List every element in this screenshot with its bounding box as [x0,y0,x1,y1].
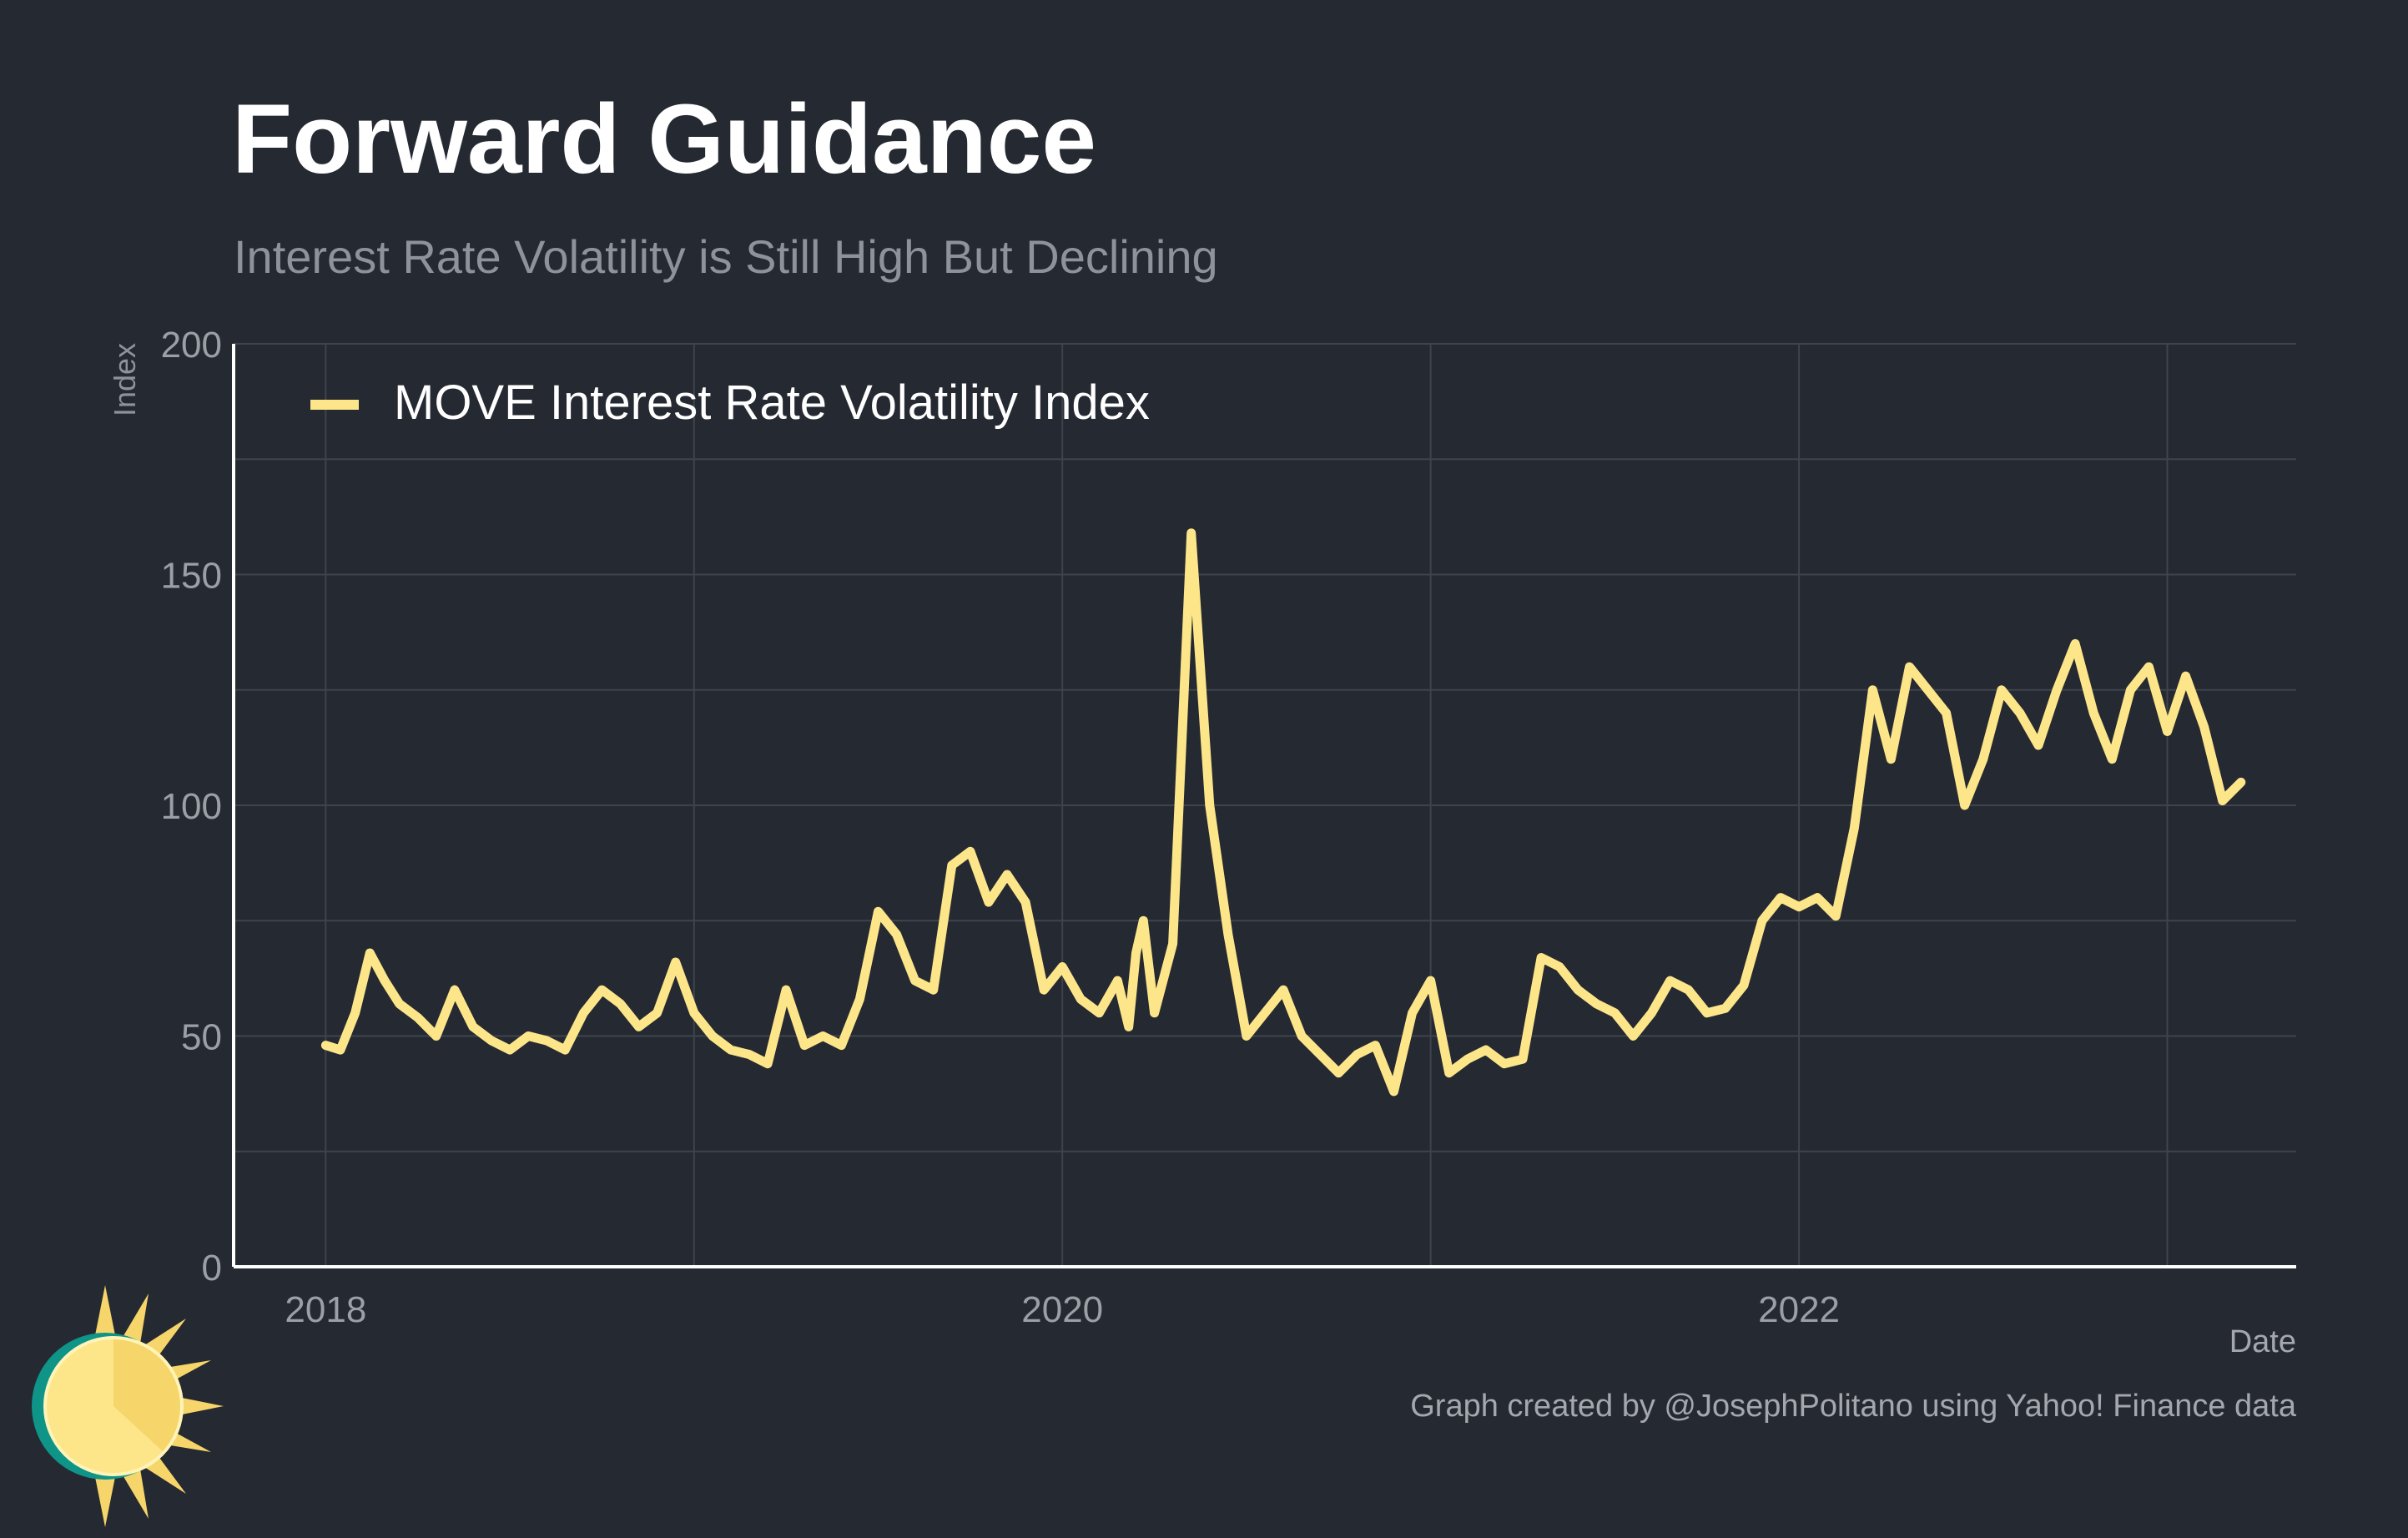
series-layer [320,528,2246,1097]
x-tick-label: 2020 [1021,1289,1103,1330]
series-line [320,528,2246,1097]
y-tick-label: 0 [202,1248,222,1288]
chart-ticks: 0 50 100 150 200 2018 2020 2022 [161,325,1840,1330]
x-axis-label: Date [2229,1324,2296,1359]
y-tick-label: 200 [161,325,222,366]
y-tick-label: 50 [181,1017,222,1058]
page-title: Forward Guidance [232,84,1096,194]
x-tick-label: 2022 [1758,1289,1840,1330]
y-axis-label: Index [108,343,142,416]
y-tick-label: 150 [161,556,222,597]
legend-label: MOVE Interest Rate Volatility Index [394,376,1150,430]
chart-axes [232,344,2296,1268]
y-tick-label: 100 [161,786,222,827]
sun-logo-icon [32,1285,224,1527]
chart-legend: MOVE Interest Rate Volatility Index [310,376,1150,430]
page-subtitle: Interest Rate Volatility is Still High B… [234,230,1218,283]
chart-grid [234,343,2296,1267]
source-caption: Graph created by @JosephPolitano using Y… [1410,1389,2296,1424]
x-tick-label: 2018 [285,1289,366,1330]
